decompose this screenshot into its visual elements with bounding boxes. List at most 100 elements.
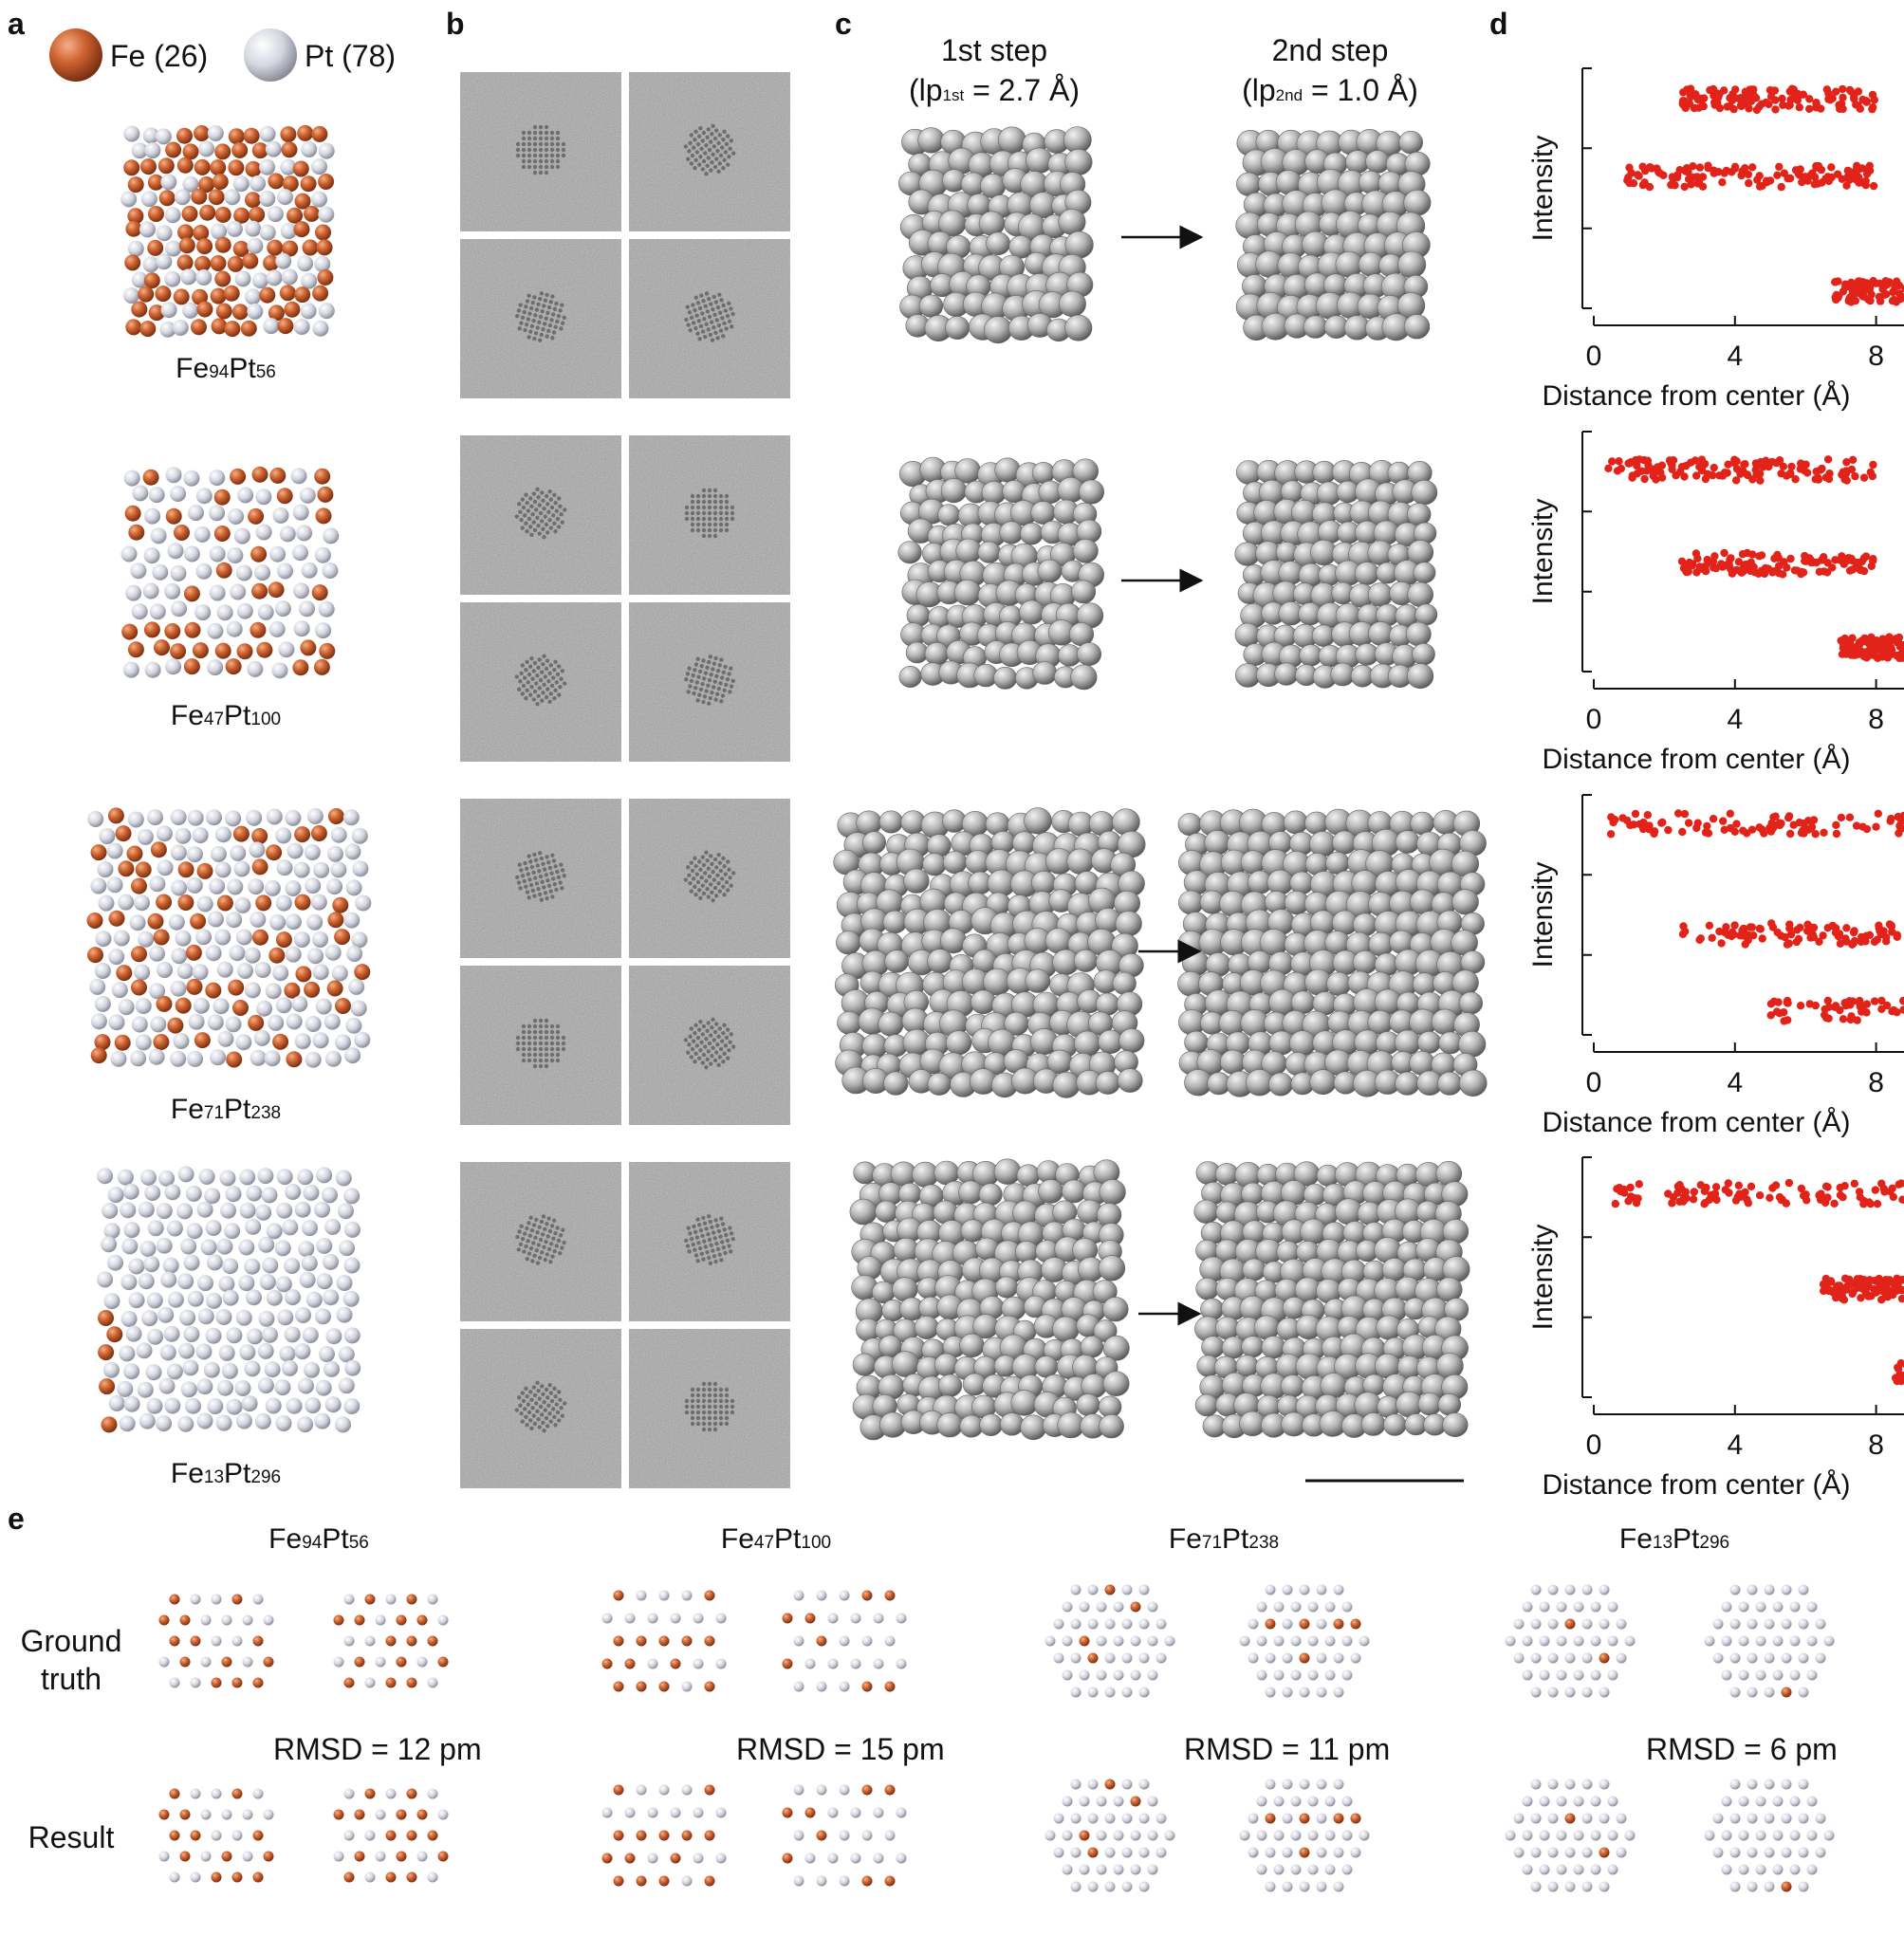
fringe-dot <box>727 867 731 873</box>
data-point <box>1739 826 1747 835</box>
pt-atom <box>175 930 192 947</box>
pt-atom <box>279 1345 296 1362</box>
pt-atom <box>306 913 323 931</box>
fringe-dot <box>534 307 540 312</box>
fringe-dot <box>699 1040 704 1045</box>
pt-atom <box>200 1614 212 1626</box>
fe-atom <box>181 205 198 222</box>
fringe-dot <box>530 676 535 682</box>
fe-atom <box>232 1000 249 1016</box>
fe-atom <box>406 1594 417 1605</box>
fringe-dot <box>547 699 552 704</box>
fe-atom <box>196 862 213 879</box>
fringe-dot <box>561 1035 566 1041</box>
fringe-dot <box>547 323 553 328</box>
data-point <box>1715 927 1724 936</box>
density-blob <box>1177 813 1202 837</box>
density-blob <box>1066 848 1095 875</box>
density-blob <box>1204 830 1230 856</box>
pt-atom <box>1564 1687 1576 1698</box>
pt-atom <box>1307 1601 1319 1613</box>
fringe-dot <box>688 328 693 333</box>
fringe-dot <box>519 517 524 523</box>
fe-atom <box>624 1658 636 1669</box>
pt-atom <box>217 1030 234 1047</box>
fringe-dot <box>712 516 718 522</box>
pt-atom <box>257 1168 274 1185</box>
density-blob <box>1020 522 1044 545</box>
data-point <box>1725 562 1733 570</box>
pt-atom <box>1324 1830 1336 1841</box>
pt-atom <box>1755 1669 1766 1681</box>
data-point <box>1608 457 1617 466</box>
data-point <box>1856 996 1864 1005</box>
data-point <box>1755 182 1765 191</box>
pt-atom <box>207 1398 224 1414</box>
fe-atom <box>294 193 311 210</box>
pt-atom <box>1505 1830 1516 1841</box>
pt-atom <box>1096 1601 1107 1613</box>
fe-atom <box>613 1635 624 1647</box>
pt-atom <box>793 1681 804 1692</box>
density-blob <box>1076 1393 1100 1416</box>
pt-atom <box>343 1788 355 1799</box>
pt-atom <box>263 318 280 335</box>
x-tick-label: 8 <box>1868 1429 1884 1461</box>
fringe-dot <box>545 530 550 535</box>
fringe-dot <box>690 527 695 533</box>
fe-atom <box>816 1635 827 1647</box>
pt-atom <box>1547 1813 1559 1824</box>
pt-atom <box>284 1326 301 1343</box>
fringe-dot <box>712 1038 716 1042</box>
pt-atom <box>294 1033 311 1050</box>
pt-atom <box>176 963 194 980</box>
pt-atom <box>209 877 226 894</box>
pt-atom <box>1282 1618 1293 1630</box>
data-point <box>1839 84 1847 94</box>
density-blob <box>1406 503 1432 526</box>
fringe-dot <box>721 165 726 171</box>
pt-atom <box>804 1853 816 1864</box>
data-point <box>1617 464 1626 473</box>
fringe-dot <box>525 1422 529 1428</box>
fringe-dot <box>701 516 707 522</box>
fringe-dot <box>515 1234 520 1240</box>
fringe-dot <box>553 501 558 506</box>
fringe-dot <box>550 513 556 518</box>
pt-atom <box>335 1416 351 1433</box>
fringe-dot <box>690 1404 695 1410</box>
fringe-dot <box>693 138 697 142</box>
fringe-dot <box>555 147 561 153</box>
fringe-dot <box>724 510 730 516</box>
fringe-dot <box>555 1023 561 1029</box>
x-tick-label: 0 <box>1586 1429 1602 1461</box>
pt-atom <box>1282 1881 1293 1892</box>
data-point <box>1815 567 1824 576</box>
pt-atom <box>277 1309 294 1326</box>
fe-atom <box>232 825 250 842</box>
fe-atom <box>147 239 164 256</box>
density-blob <box>1064 148 1093 175</box>
pt-atom <box>1138 1687 1150 1698</box>
pt-atom <box>125 584 142 601</box>
fe-atom <box>670 1853 681 1864</box>
pt-atom <box>323 1360 340 1377</box>
pt-atom <box>416 1656 428 1668</box>
pt-atom <box>1113 1635 1124 1647</box>
fringe-dot <box>702 1221 708 1226</box>
fringe-dot <box>730 311 735 317</box>
fringe-dot <box>552 1218 557 1223</box>
density-blob <box>1261 1336 1286 1359</box>
density-blob <box>849 1198 878 1226</box>
pt-atom <box>1547 1618 1559 1630</box>
fringe-dot <box>536 1416 541 1422</box>
fringe-dot <box>553 688 558 692</box>
pt-atom <box>339 1240 356 1257</box>
pt-atom <box>1104 1652 1116 1664</box>
pt-atom <box>282 1219 299 1236</box>
data-point <box>1893 1274 1901 1283</box>
pt-atom <box>1265 1584 1276 1595</box>
fringe-dot <box>540 698 545 703</box>
pt-atom <box>345 1017 362 1034</box>
fe-atom <box>127 208 144 225</box>
